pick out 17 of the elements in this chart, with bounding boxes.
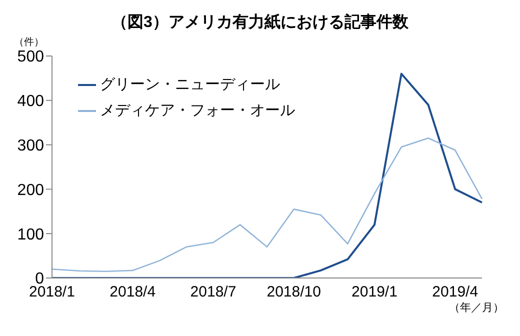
y-tick-label: 400 — [17, 93, 44, 110]
legend-label: メディケア・フォー・オール — [100, 101, 295, 121]
legend-label: グリーン・ニューディール — [100, 75, 280, 95]
y-axis-title: （件） — [14, 36, 44, 49]
x-axis-title: （年／月） — [449, 301, 504, 315]
line-series — [51, 137, 483, 272]
x-tick-label: 2018/4 — [110, 284, 156, 301]
y-tick-label: 200 — [17, 182, 44, 199]
y-tick-label: 500 — [17, 48, 44, 66]
x-tick-label: 2018/7 — [190, 284, 236, 301]
x-tick-label: 2018/10 — [266, 284, 321, 301]
x-tick-label: 2018/1 — [29, 284, 75, 301]
y-tick-label: 300 — [17, 137, 44, 154]
y-tick-label: 100 — [17, 226, 44, 244]
chart-title: （図3）アメリカ有力紙における記事件数 — [110, 12, 410, 33]
x-tick-label: 2019/4 — [432, 284, 478, 301]
x-tick-label: 2019/1 — [352, 284, 398, 301]
